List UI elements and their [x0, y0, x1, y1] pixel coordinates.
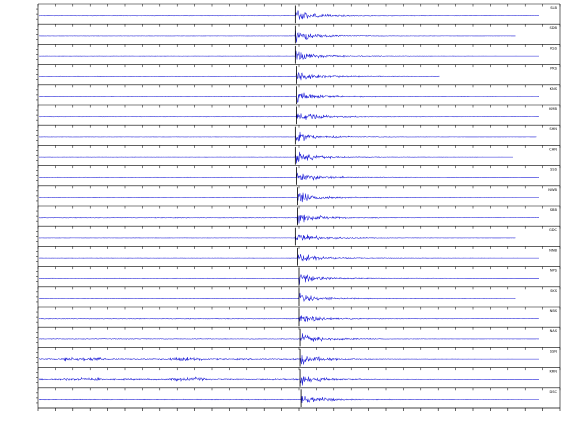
- waveform-trace: [38, 315, 539, 322]
- waveform-trace: [38, 274, 540, 285]
- waveform-trace: [38, 92, 540, 103]
- station-label: SSS: [550, 168, 558, 172]
- station-label: PKS: [550, 67, 558, 71]
- station-panel-kmb: KMB: [36, 104, 561, 126]
- station-panel-nas: NAS: [36, 326, 561, 348]
- station-label: SBB: [550, 208, 558, 212]
- station-panel-shn: SHN: [36, 124, 561, 146]
- bottom-time-axis: [37, 407, 561, 411]
- waveform-trace: [38, 253, 540, 262]
- station-panel-pks: PKS: [36, 64, 561, 85]
- station-panel-sks: SKS: [36, 286, 561, 307]
- station-label: DSC: [549, 390, 557, 394]
- station-panel-kns: KNS: [36, 84, 561, 105]
- station-panel-krn: KRN: [36, 367, 561, 388]
- station-label: KRN: [549, 370, 557, 374]
- station-panels: SLB SDB KSS PKS KNS KMB SHN CHN SSS NWB SBB GDC NNB N…: [36, 3, 561, 408]
- station-label: SKS: [550, 289, 558, 293]
- station-label: CHN: [549, 147, 557, 151]
- waveform-trace: [38, 292, 516, 302]
- waveform-trace: [38, 234, 516, 241]
- station-label: SSN: [550, 349, 558, 353]
- station-label: NBS: [550, 309, 558, 313]
- station-panel-sdb: SDB: [36, 23, 561, 45]
- waveform-trace: [38, 214, 539, 224]
- waveform-trace: [38, 10, 540, 20]
- waveform-trace: [38, 113, 540, 120]
- station-panel-chn: CHN: [36, 145, 561, 166]
- station-panel-slb: SLB: [36, 3, 561, 25]
- station-panel-nnb: NNB: [36, 246, 561, 267]
- waveform-trace: [38, 355, 540, 365]
- station-label: KMB: [549, 107, 557, 111]
- station-panel-sbb: SBB: [36, 205, 561, 227]
- station-label: SDB: [549, 26, 557, 30]
- station-label: NAS: [550, 329, 558, 333]
- waveform-trace: [38, 376, 539, 386]
- station-label: SHN: [549, 127, 557, 131]
- waveform-trace: [38, 395, 540, 404]
- station-label: GDC: [549, 228, 558, 232]
- station-label: KNS: [550, 87, 558, 91]
- station-panel-ssn: SSN: [36, 347, 561, 368]
- station-label: KSS: [550, 46, 558, 50]
- station-panel-nps: NPS: [36, 266, 561, 287]
- station-panel-gdc: GDC: [36, 225, 561, 247]
- waveform-trace: [38, 71, 440, 81]
- station-panel-nwb: NWB: [36, 185, 561, 206]
- waveform-trace: [38, 151, 514, 164]
- station-panel-sss: SSS: [36, 165, 561, 186]
- waveform-trace: [38, 333, 540, 342]
- station-label: NWB: [548, 188, 557, 192]
- waveform-trace: [38, 172, 540, 181]
- waveform-trace: [39, 50, 539, 60]
- station-panel-nbs: NBS: [36, 306, 561, 328]
- station-label: NPS: [550, 269, 558, 273]
- station-label: NNB: [549, 248, 557, 252]
- station-panel-kss: KSS: [36, 44, 561, 65]
- station-label: SLB: [550, 6, 557, 10]
- waveform-trace: [38, 131, 537, 142]
- station-panel-dsc: DSC: [36, 387, 561, 408]
- waveform-trace: [38, 192, 539, 203]
- waveform-trace: [38, 30, 516, 43]
